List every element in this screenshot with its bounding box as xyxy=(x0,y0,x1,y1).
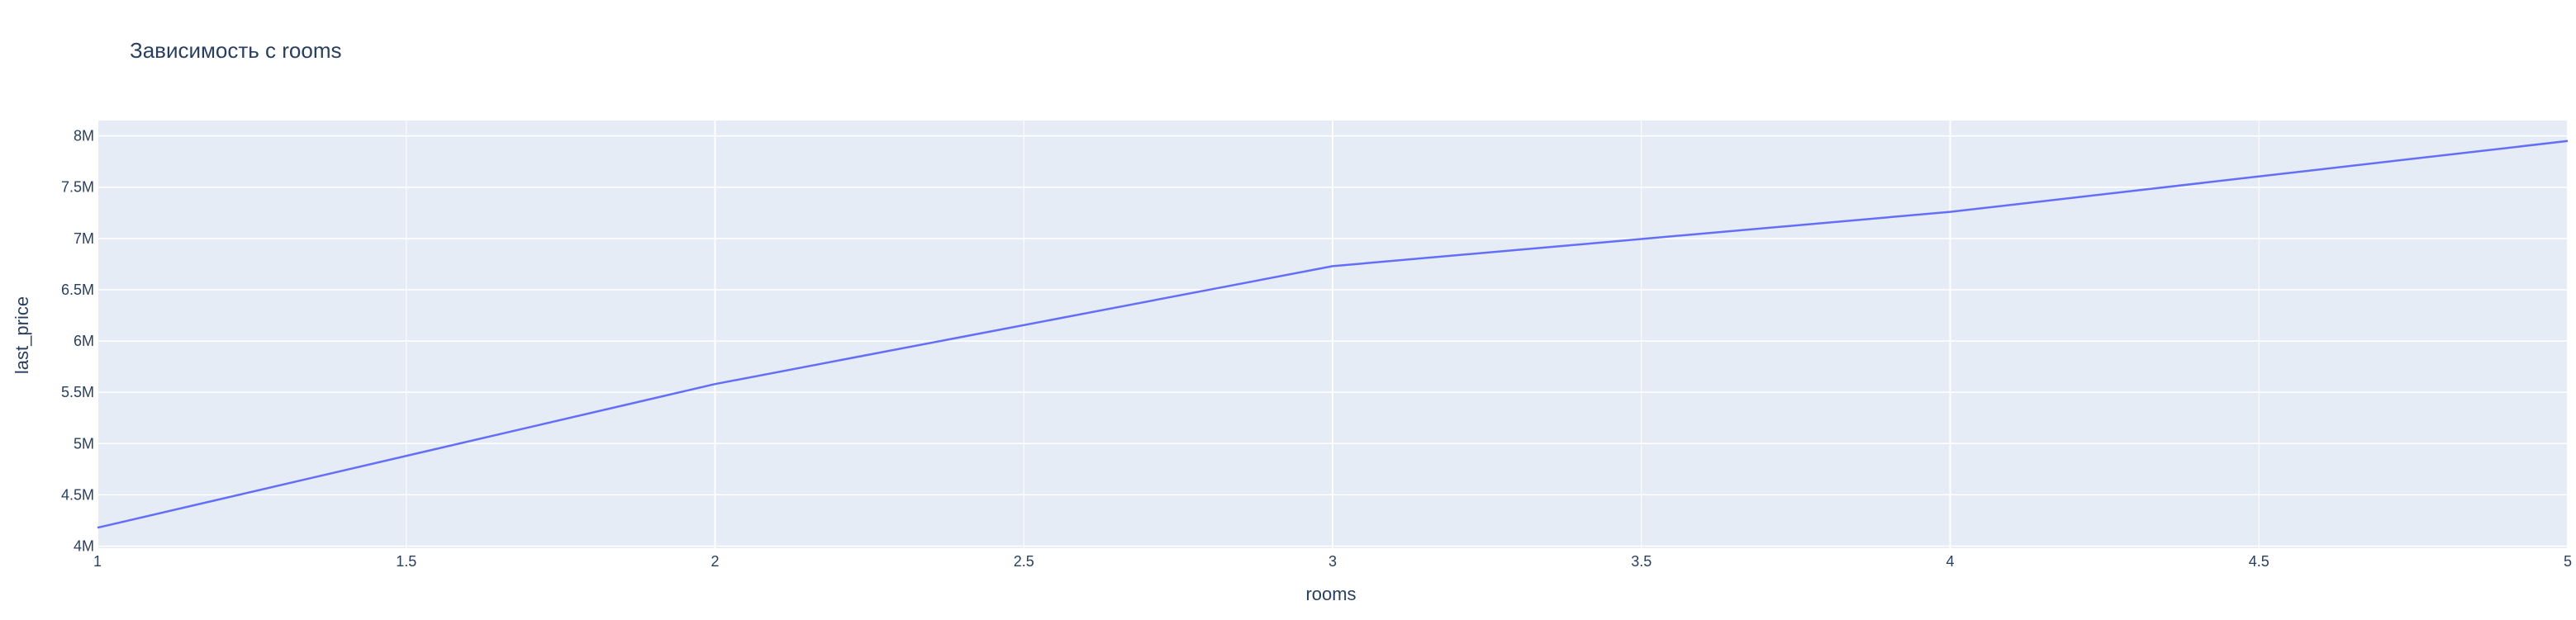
y-tick-label: 7M xyxy=(74,230,94,247)
y-tick-label: 5M xyxy=(74,435,94,452)
y-tick-label: 8M xyxy=(74,128,94,144)
x-tick-label: 2 xyxy=(711,553,719,570)
series-line xyxy=(97,140,2569,529)
y-tick-label: 6.5M xyxy=(61,282,94,298)
x-axis-ticks: 1 1.5 2 2.5 3 3.5 4 4.5 5 xyxy=(93,553,2572,570)
y-axis-ticks: 4M 4.5M 5M 5.5M 6M 6.5M 7M 7.5M 8M xyxy=(61,128,94,555)
y-axis-title: last_price xyxy=(12,296,32,374)
x-tick-label: 1 xyxy=(93,553,102,570)
y-tick-label: 4M xyxy=(74,538,94,555)
x-tick-label: 3 xyxy=(1328,553,1337,570)
y-tick-label: 7.5M xyxy=(61,179,94,196)
x-tick-label: 1.5 xyxy=(396,553,416,570)
x-tick-label: 4.5 xyxy=(2249,553,2269,570)
y-tick-label: 4.5M xyxy=(61,486,94,503)
x-tick-label: 3.5 xyxy=(1631,553,1652,570)
y-tick-label: 6M xyxy=(74,333,94,349)
chart-title: Зависимость с rooms xyxy=(130,38,342,63)
grid-lines xyxy=(97,121,2569,548)
x-tick-label: 5 xyxy=(2564,553,2572,570)
x-tick-label: 4 xyxy=(1946,553,1954,570)
series-group xyxy=(97,140,2569,529)
y-tick-label: 5.5M xyxy=(61,384,94,400)
x-tick-label: 2.5 xyxy=(1014,553,1034,570)
x-axis-title: rooms xyxy=(1305,584,1356,604)
